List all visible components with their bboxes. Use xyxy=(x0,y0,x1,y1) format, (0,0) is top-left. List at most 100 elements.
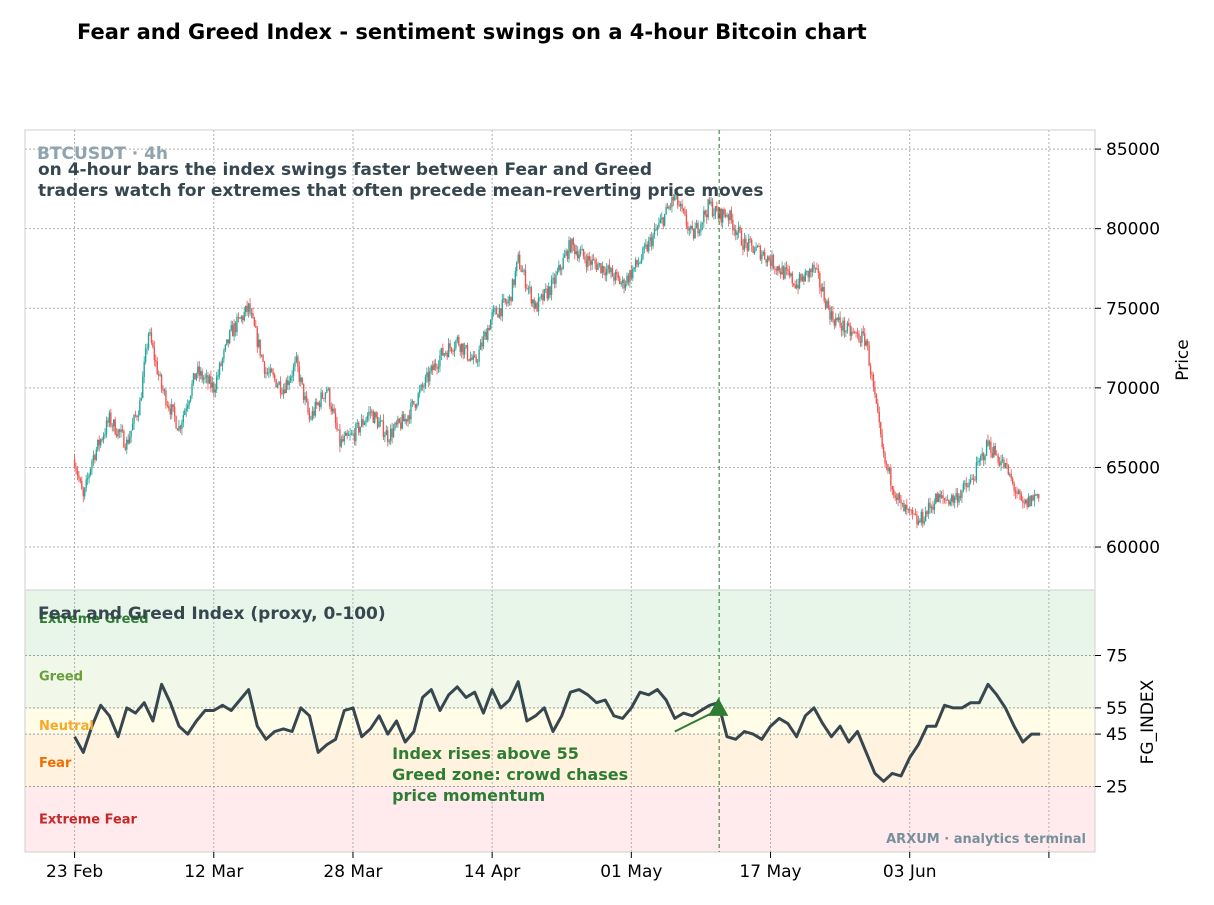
candle-body xyxy=(668,206,670,209)
candle-body xyxy=(163,390,166,392)
candle-body xyxy=(1029,496,1031,507)
candle-body xyxy=(674,194,676,201)
candle-body xyxy=(716,206,718,212)
candle-body xyxy=(1035,494,1037,496)
candle-body xyxy=(172,404,174,408)
candle-body xyxy=(287,380,289,386)
candle-body xyxy=(685,214,688,226)
fg-ytick-label: 45 xyxy=(1106,725,1128,745)
candle-body xyxy=(516,261,518,272)
candle-body xyxy=(575,251,577,255)
candle-body xyxy=(704,210,706,215)
candle-body xyxy=(945,499,947,501)
candle-body xyxy=(662,217,664,226)
candle-body xyxy=(672,197,675,201)
candle-body xyxy=(558,265,560,272)
candle-body xyxy=(358,422,360,433)
candle-body xyxy=(663,213,666,226)
candle-body xyxy=(1014,490,1017,493)
candle-body xyxy=(774,268,776,270)
candle-body xyxy=(456,336,459,341)
candle-body xyxy=(714,206,717,215)
candle-body xyxy=(240,316,243,319)
candle-body xyxy=(578,254,580,259)
candle-body xyxy=(778,266,780,272)
candle-body xyxy=(895,497,898,500)
candle-body xyxy=(220,363,222,366)
fg-axis-label: FG_INDEX xyxy=(1138,679,1158,764)
candle-body xyxy=(936,493,938,503)
candle-body xyxy=(745,238,747,243)
candle-body xyxy=(482,336,485,347)
candle-body xyxy=(800,274,802,281)
candle-body xyxy=(185,408,187,411)
zone-label: Greed xyxy=(39,669,83,684)
candle-body xyxy=(334,412,337,424)
candle-body xyxy=(98,439,100,446)
candle-body xyxy=(191,383,193,396)
candle-body xyxy=(903,503,905,512)
candle-body xyxy=(394,422,396,429)
candle-body xyxy=(988,441,991,446)
candle-body xyxy=(666,206,669,209)
candle-body xyxy=(205,375,208,378)
candle-body xyxy=(730,210,733,220)
candle-body xyxy=(998,462,1001,466)
candle-body xyxy=(281,393,283,394)
candle-body xyxy=(489,319,492,330)
candle-body xyxy=(443,353,446,356)
candle-body xyxy=(424,376,427,387)
candle-body xyxy=(681,203,683,209)
candle-body xyxy=(877,403,879,413)
candle-body xyxy=(978,460,981,462)
candle-body xyxy=(218,363,221,375)
candle-body xyxy=(855,332,857,334)
candle-body xyxy=(378,421,380,428)
candle-body xyxy=(707,199,709,218)
candle-body xyxy=(147,333,150,349)
candle-body xyxy=(1019,490,1021,495)
candle-body xyxy=(131,423,134,431)
candle-body xyxy=(829,307,831,320)
candle-body xyxy=(655,229,657,230)
candle-body xyxy=(400,422,402,429)
candle-body xyxy=(202,378,205,380)
candle-body xyxy=(701,222,704,224)
candle-body xyxy=(582,249,585,257)
candle-body xyxy=(601,266,604,273)
candle-body xyxy=(549,286,551,295)
candle-body xyxy=(632,268,634,279)
candle-body xyxy=(991,452,994,458)
candle-body xyxy=(139,400,141,416)
candle-body xyxy=(594,259,596,264)
candle-body xyxy=(410,402,412,420)
candle-body xyxy=(186,405,189,409)
candle-body xyxy=(73,459,76,468)
candle-body xyxy=(484,331,486,337)
zone-label: Fear xyxy=(39,756,72,771)
candle-body xyxy=(891,486,894,490)
candle-body xyxy=(645,244,647,247)
price-ytick-label: 60000 xyxy=(1106,538,1160,558)
candle-body xyxy=(253,317,256,326)
candle-body xyxy=(534,302,537,309)
candle-body xyxy=(385,430,388,436)
candle-body xyxy=(460,343,463,352)
candle-body xyxy=(127,439,129,444)
candle-body xyxy=(830,311,833,320)
candle-body xyxy=(629,270,631,283)
candle-body xyxy=(404,419,406,422)
candle-body xyxy=(382,420,385,437)
candle-body xyxy=(692,229,695,239)
candle-body xyxy=(982,453,985,461)
candle-body xyxy=(284,389,286,393)
candle-body xyxy=(653,229,656,235)
candle-body xyxy=(134,415,137,416)
candle-body xyxy=(574,244,576,255)
candle-body xyxy=(224,344,227,351)
candle-body xyxy=(808,269,811,278)
candle-body xyxy=(102,435,105,440)
candle-body xyxy=(488,327,490,330)
candle-body xyxy=(497,314,499,318)
candle-body xyxy=(743,238,746,250)
